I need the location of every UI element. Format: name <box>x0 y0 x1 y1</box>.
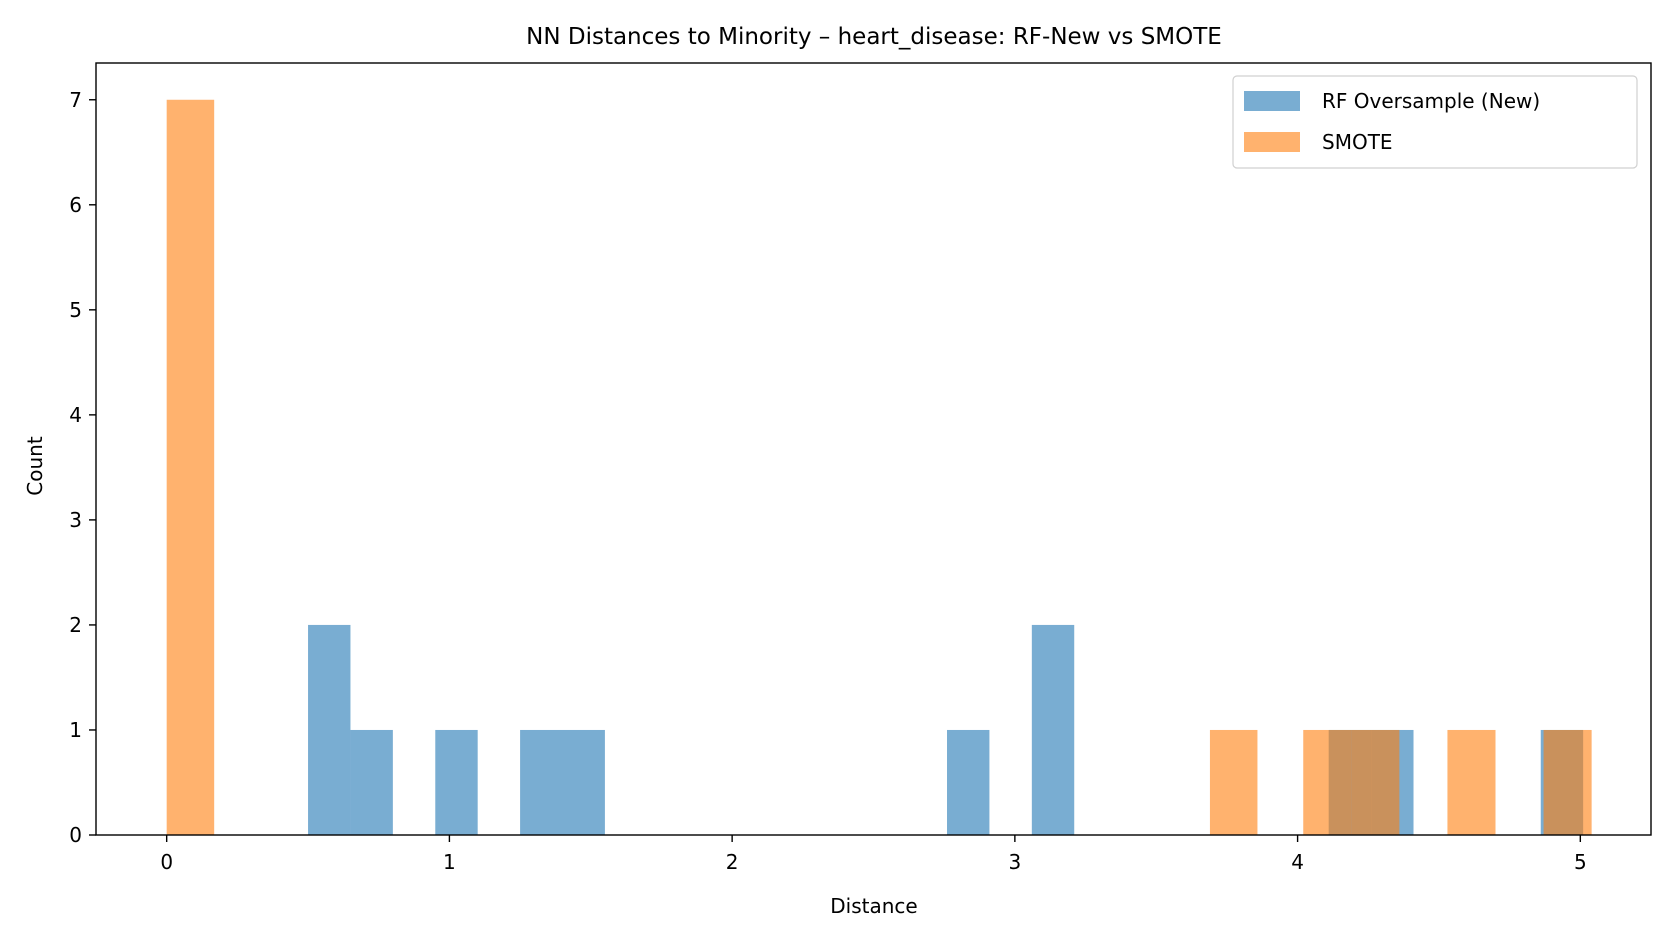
legend-swatch-smote <box>1244 132 1300 152</box>
y-tick-label: 6 <box>69 193 82 217</box>
bar-rf-oversample-new--2 <box>435 729 478 835</box>
x-tick-label: 4 <box>1291 850 1304 874</box>
axes-layer: 0 1 2 3 4 5 0 1 2 3 4 5 6 7 <box>69 62 1652 874</box>
bar-rf-oversample-new--0 <box>308 624 351 835</box>
bar-rf-oversample-new--1 <box>350 729 393 835</box>
legend-box <box>1232 75 1638 169</box>
y-tick-label: 0 <box>69 823 82 847</box>
y-tick-label: 2 <box>69 613 82 637</box>
legend-label-smote: SMOTE <box>1322 130 1393 154</box>
bar-rf-oversample-new--6 <box>1031 624 1075 835</box>
x-tick-label: 0 <box>160 850 173 874</box>
series-smote <box>166 99 1592 835</box>
bar-smote-5 <box>1543 729 1592 835</box>
x-axis-label: Distance <box>830 894 917 918</box>
y-tick-label: 1 <box>69 718 82 742</box>
bar-smote-1 <box>1209 729 1258 835</box>
bar-smote-3 <box>1351 729 1400 835</box>
x-tick-label: 5 <box>1574 850 1587 874</box>
y-tick-label: 3 <box>69 508 82 532</box>
y-axis-label: Count <box>23 436 47 496</box>
bar-rf-oversample-new--4 <box>562 729 605 835</box>
legend-label-rf-oversample-new: RF Oversample (New) <box>1322 89 1540 113</box>
bar-smote-2 <box>1303 729 1352 835</box>
x-tick-label: 3 <box>1008 850 1021 874</box>
chart-title: NN Distances to Minority – heart_disease… <box>526 24 1222 50</box>
x-tick-label: 1 <box>443 850 456 874</box>
y-tick-label: 4 <box>69 403 82 427</box>
bar-smote-4 <box>1447 729 1496 835</box>
bar-smote-0 <box>166 99 215 835</box>
y-tick-label: 5 <box>69 298 82 322</box>
bar-rf-oversample-new--5 <box>947 729 990 835</box>
legend: RF Oversample (New) SMOTE <box>1232 75 1638 169</box>
y-tick-label: 7 <box>69 88 82 112</box>
bars-layer <box>166 99 1592 835</box>
bar-rf-oversample-new--3 <box>520 729 563 835</box>
x-tick-label: 2 <box>726 850 739 874</box>
legend-swatch-rf-oversample-new <box>1244 91 1300 111</box>
plot-frame <box>95 62 1652 836</box>
